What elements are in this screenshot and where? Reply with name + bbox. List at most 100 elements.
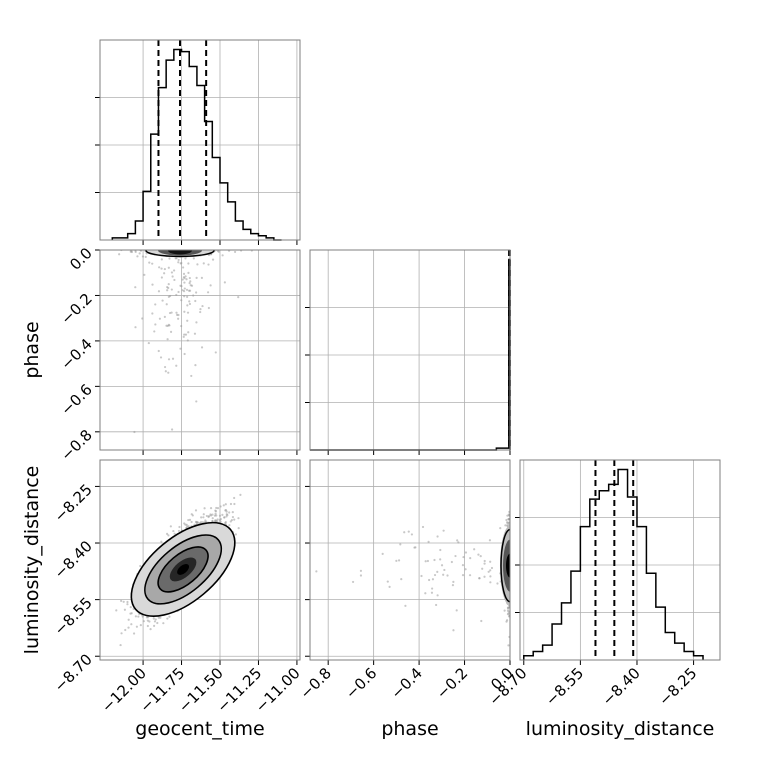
sample-point <box>177 290 180 294</box>
y-tick-label: −8.25 <box>51 481 96 526</box>
sample-point <box>168 257 171 260</box>
sample-point <box>167 358 171 361</box>
sample-point <box>167 266 170 269</box>
sample-point <box>219 520 222 523</box>
sample-point <box>166 617 169 620</box>
sample-point <box>211 517 214 520</box>
sample-point <box>192 294 195 297</box>
sample-point <box>190 374 193 378</box>
sample-point <box>158 266 161 269</box>
sample-point <box>200 276 204 279</box>
sample-point <box>424 560 427 563</box>
sample-point <box>192 257 195 260</box>
sample-point <box>225 513 228 516</box>
sample-point <box>506 524 509 527</box>
sample-point <box>427 540 430 543</box>
sample-point <box>211 513 214 516</box>
sample-point <box>184 275 187 278</box>
sample-point <box>183 333 186 336</box>
sample-point <box>214 510 218 513</box>
sample-point <box>153 624 156 627</box>
sample-point <box>165 532 169 535</box>
sample-point <box>163 272 166 275</box>
sample-point <box>446 574 449 577</box>
geocent-time-histogram-panel <box>95 39 301 245</box>
sample-point <box>135 625 138 628</box>
y-tick-label: −0.6 <box>57 380 95 418</box>
y-tick-label: −8.40 <box>51 537 96 582</box>
sample-point <box>194 520 198 524</box>
sample-point <box>188 302 192 306</box>
sample-point <box>183 295 186 298</box>
sample-point <box>163 315 166 318</box>
sample-point <box>166 285 169 289</box>
sample-point <box>223 281 226 284</box>
sample-point <box>200 346 204 349</box>
sample-point <box>464 551 468 554</box>
sample-point <box>170 288 173 291</box>
density-peak <box>506 553 510 578</box>
sample-point <box>154 323 157 326</box>
sample-point <box>179 284 182 287</box>
sample-point <box>157 349 160 353</box>
sample-point <box>222 504 225 507</box>
sample-point <box>399 543 402 546</box>
sample-point <box>130 623 133 626</box>
sample-point <box>211 258 215 261</box>
x-axis-label-phase: phase <box>381 718 438 740</box>
sample-point <box>430 591 434 594</box>
y-axis-label-luminosity-distance: luminosity_distance <box>21 466 43 655</box>
sample-point <box>115 609 118 612</box>
sample-point <box>197 521 200 524</box>
sample-point <box>200 516 203 519</box>
sample-point <box>154 303 157 306</box>
sample-point <box>490 566 494 570</box>
sample-point <box>126 600 129 604</box>
sample-point <box>184 523 187 526</box>
sample-point <box>202 513 205 516</box>
sample-point <box>436 594 439 597</box>
sample-point <box>186 304 189 307</box>
sample-point <box>214 351 217 354</box>
panel-frame <box>99 39 301 241</box>
sample-point <box>183 310 186 313</box>
sample-point <box>182 266 185 269</box>
x-tick-label: −8.25 <box>655 664 700 709</box>
sample-point <box>139 624 142 627</box>
sample-point <box>204 519 207 522</box>
sample-point <box>156 621 159 625</box>
sample-point <box>187 289 191 292</box>
sample-point <box>185 288 189 291</box>
sample-point <box>169 330 173 333</box>
sample-point <box>215 514 218 517</box>
sample-point <box>351 580 355 584</box>
sample-point <box>139 564 142 568</box>
sample-point <box>479 555 482 558</box>
sample-point <box>507 610 510 613</box>
sample-point <box>488 539 492 542</box>
contour-line <box>500 528 510 603</box>
sample-point <box>181 289 184 292</box>
sample-point <box>507 521 510 524</box>
sample-point <box>180 299 183 302</box>
sample-point <box>359 569 363 572</box>
sample-point <box>436 535 439 538</box>
sample-point <box>143 273 146 276</box>
sample-point <box>171 275 174 278</box>
sample-point <box>439 558 442 561</box>
sample-point <box>454 554 457 558</box>
sample-point <box>151 283 154 286</box>
sample-point <box>153 330 156 333</box>
sample-point <box>436 570 439 573</box>
sample-point <box>229 502 233 506</box>
sample-point <box>132 632 136 635</box>
sample-point <box>504 524 507 527</box>
sample-point <box>199 308 202 311</box>
sample-point <box>138 252 141 255</box>
sample-point <box>388 585 391 588</box>
sample-point <box>410 533 414 536</box>
sample-point <box>188 518 192 521</box>
y-tick-label: −8.55 <box>51 594 96 639</box>
sample-point <box>182 272 186 275</box>
sample-point <box>126 603 129 606</box>
